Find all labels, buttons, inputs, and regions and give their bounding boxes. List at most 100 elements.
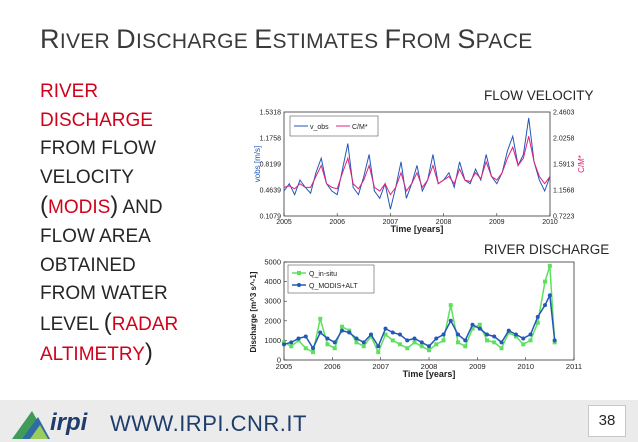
data-point-modis — [441, 332, 446, 337]
left-text-block: RIVER DISCHARGE FROM FLOW VELOCITY (MODI… — [40, 78, 240, 370]
x-tick-label: 2009 — [489, 219, 505, 226]
slide-title: RIVER DISCHARGE ESTIMATES FROM SPACE — [40, 24, 533, 55]
data-point-insitu — [456, 340, 460, 345]
data-point-modis — [506, 328, 511, 333]
data-point-modis — [318, 330, 323, 335]
radar-text: RADAR — [111, 313, 179, 335]
modis-text: MODIS — [48, 197, 111, 219]
data-point-insitu — [547, 263, 552, 268]
x-tick-label: 2010 — [517, 362, 534, 371]
data-point-insitu — [376, 350, 381, 355]
caption-flow-velocity: FLOW VELOCITY — [484, 88, 594, 103]
legend-marker-insitu — [297, 271, 301, 275]
footer-bar — [0, 400, 638, 442]
data-point-modis — [361, 340, 366, 345]
y-tick-label-left: 1.5318 — [260, 110, 282, 117]
data-point-insitu — [311, 350, 315, 355]
data-point-insitu — [535, 320, 540, 325]
y-tick-label: 0 — [277, 356, 281, 365]
x-tick-label: 2009 — [469, 362, 486, 371]
data-point-modis — [427, 344, 431, 349]
data-point-modis — [390, 330, 395, 335]
data-point-insitu — [477, 322, 482, 327]
legend-label-insitu: Q_in-situ — [309, 271, 337, 278]
x-tick-label: 2011 — [566, 362, 582, 371]
series-line-vobs — [283, 117, 551, 210]
footer-url-link[interactable]: WWW.IRPI.CNR.IT — [110, 411, 307, 436]
data-point-insitu — [441, 338, 446, 343]
data-point-modis — [405, 338, 410, 343]
data-point-insitu — [521, 342, 526, 347]
x-tick-label: 2006 — [329, 219, 345, 226]
data-point-modis — [492, 334, 497, 339]
altimetry-text: ALTIMETRY — [40, 344, 145, 366]
y-tick-label: 5000 — [264, 258, 281, 267]
data-point-modis — [456, 332, 460, 337]
legend-marker-modis — [297, 283, 301, 287]
logo-text: irpi — [50, 409, 88, 436]
data-point-insitu — [463, 344, 468, 349]
data-point-insitu — [412, 340, 417, 345]
series-line-cm — [283, 136, 551, 196]
flow-velocity-chart: 2005 2006 2007 2008 2009 2010 0.1079 0.4639 0.81… — [253, 110, 586, 235]
data-point-insitu — [318, 316, 323, 321]
irpi-logo-icon — [12, 411, 50, 439]
data-point-modis — [296, 336, 301, 341]
x-tick-label: 2007 — [372, 362, 389, 371]
x-tick-label: 2005 — [276, 362, 293, 371]
data-point-modis — [419, 340, 424, 345]
y-tick-label: 2000 — [264, 316, 281, 325]
y-tick-label-left: 1.1758 — [260, 136, 282, 143]
data-point-modis — [398, 332, 402, 337]
data-point-modis — [311, 346, 315, 351]
data-point-modis — [448, 318, 453, 323]
x-tick-label: 2010 — [542, 219, 558, 226]
data-point-insitu — [361, 344, 366, 349]
data-point-insitu — [485, 338, 489, 343]
data-point-modis — [325, 336, 330, 341]
x-tick-label: 2007 — [383, 219, 399, 226]
data-point-insitu — [390, 338, 395, 343]
page-number: 38 — [588, 405, 626, 437]
data-point-modis — [289, 340, 294, 345]
y-tick-label-left: 0.4639 — [260, 188, 282, 195]
left-line: VELOCITY — [40, 166, 134, 188]
legend-box — [287, 264, 375, 294]
data-point-modis — [376, 344, 381, 349]
data-point-insitu — [325, 342, 330, 347]
data-point-insitu — [419, 344, 424, 349]
data-point-insitu — [332, 346, 337, 351]
data-point-insitu — [528, 338, 533, 343]
left-line: ALTIMETRY) — [40, 339, 240, 370]
data-point-modis — [477, 326, 482, 331]
data-point-insitu — [499, 346, 504, 351]
data-point-modis — [434, 336, 439, 341]
data-point-modis — [354, 336, 359, 341]
y-axis-label: Discharge [m^3 s^-1] — [249, 271, 258, 352]
left-line: FROM FLOW — [40, 138, 157, 160]
x-tick-label: 2008 — [436, 219, 452, 226]
y-axis-label-right: C/M* — [577, 155, 586, 173]
data-point-modis — [485, 332, 489, 337]
data-point-insitu — [340, 324, 344, 329]
data-point-insitu — [448, 303, 453, 308]
data-point-modis — [514, 332, 518, 337]
paren: ( — [40, 192, 48, 220]
data-point-insitu — [354, 340, 359, 345]
y-tick-label-right: 1.1568 — [553, 188, 575, 195]
x-axis-label: Time [years] — [391, 224, 444, 234]
level-text: LEVEL — [40, 313, 104, 335]
y-tick-label-right: 2.4603 — [553, 110, 575, 117]
y-tick-label: 3000 — [264, 297, 281, 306]
data-point-insitu — [427, 348, 431, 353]
legend: v_obs C/M* — [289, 115, 379, 137]
title-rest: ISCHARGE — [135, 30, 255, 53]
title-cap: S — [457, 24, 476, 54]
y-tick-label: 1000 — [264, 336, 281, 345]
x-axis-label: Time [years] — [403, 369, 456, 379]
data-point-insitu — [543, 279, 547, 284]
data-point-insitu — [289, 344, 294, 349]
paren: ) — [144, 339, 153, 367]
data-point-modis — [470, 322, 475, 327]
legend-label-modis: Q_MODIS+ALT — [309, 283, 358, 290]
